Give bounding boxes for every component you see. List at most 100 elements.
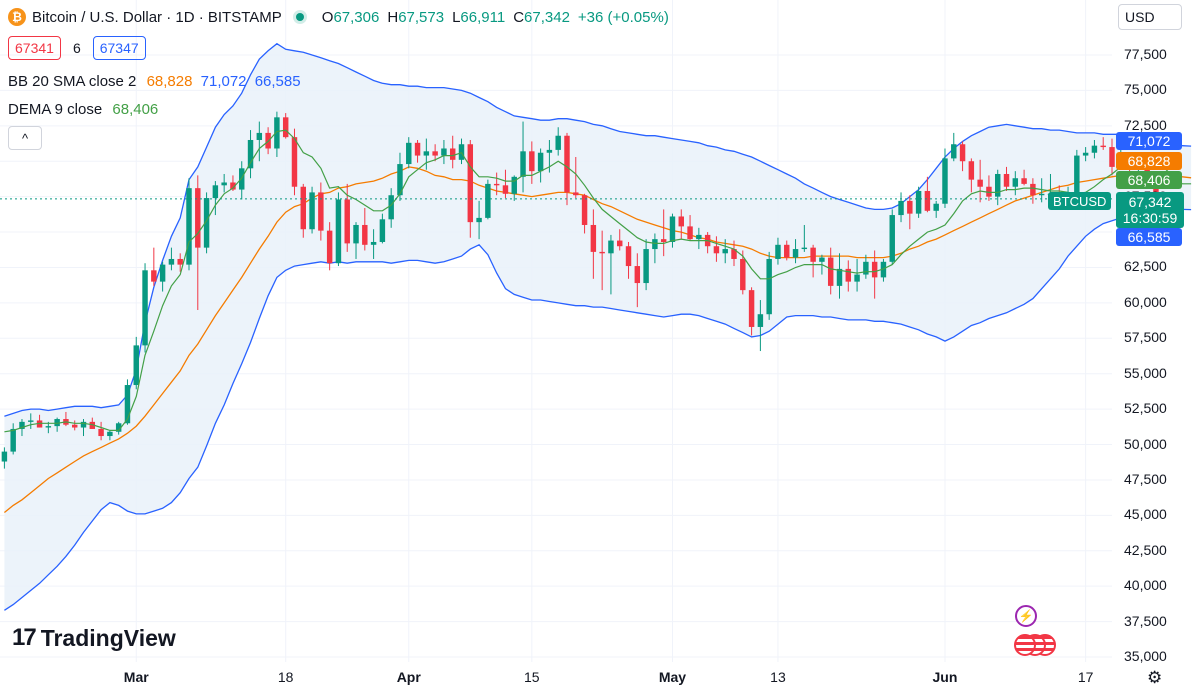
candle[interactable] — [748, 287, 755, 336]
candle[interactable] — [80, 419, 87, 437]
candle[interactable] — [186, 178, 192, 271]
settings-gear-icon[interactable]: ⚙ — [1147, 668, 1163, 687]
candle[interactable] — [520, 121, 526, 193]
candle[interactable] — [326, 222, 333, 271]
candle[interactable] — [291, 128, 298, 196]
candle[interactable] — [678, 209, 684, 240]
candle[interactable] — [318, 182, 324, 241]
candle[interactable] — [1012, 171, 1019, 196]
candle[interactable] — [608, 234, 614, 295]
candle[interactable] — [801, 224, 808, 252]
candle[interactable] — [880, 258, 887, 282]
candle[interactable] — [115, 421, 122, 435]
candle[interactable] — [757, 300, 764, 352]
candle[interactable] — [441, 139, 447, 165]
candle[interactable] — [731, 240, 737, 267]
candle[interactable] — [573, 156, 579, 199]
candle[interactable] — [168, 247, 175, 271]
candle[interactable] — [784, 240, 790, 261]
candle[interactable] — [871, 250, 878, 299]
buy-price-button[interactable]: 67347 — [92, 36, 146, 60]
us-flag-icon[interactable] — [1014, 634, 1036, 656]
candle[interactable] — [863, 254, 869, 279]
candle[interactable] — [713, 236, 720, 262]
candle[interactable] — [722, 239, 728, 264]
candle[interactable] — [959, 141, 966, 172]
candle[interactable] — [1091, 139, 1098, 159]
candle[interactable] — [669, 213, 676, 248]
candle[interactable] — [555, 127, 561, 156]
candle[interactable] — [1003, 166, 1010, 191]
currency-button[interactable]: USD — [1118, 4, 1182, 30]
candle[interactable] — [379, 213, 386, 244]
candle[interactable] — [502, 169, 509, 199]
candle[interactable] — [740, 250, 746, 295]
candle[interactable] — [274, 111, 280, 157]
candle[interactable] — [915, 186, 922, 218]
candle[interactable] — [485, 179, 491, 220]
candle[interactable] — [599, 230, 605, 291]
candle[interactable] — [1109, 138, 1115, 176]
candle[interactable] — [282, 113, 289, 139]
candle[interactable] — [564, 132, 570, 206]
candle[interactable] — [511, 175, 517, 201]
candle[interactable] — [537, 148, 544, 183]
candle[interactable] — [766, 251, 772, 320]
candle[interactable] — [177, 253, 183, 272]
candle[interactable] — [845, 260, 852, 292]
candle[interactable] — [388, 188, 394, 228]
symbol-title[interactable]: Bitcoin / U.S. Dollar · 1D · BITSTAMP — [32, 8, 282, 26]
lightning-icon[interactable]: ⚡ — [1015, 605, 1037, 627]
candle[interactable] — [71, 420, 78, 431]
candle[interactable] — [300, 183, 306, 238]
candle[interactable] — [1100, 137, 1106, 150]
candle[interactable] — [854, 258, 860, 292]
candle[interactable] — [1021, 169, 1027, 186]
candle[interactable] — [432, 144, 438, 162]
candle[interactable] — [36, 414, 43, 428]
candle[interactable] — [1038, 178, 1045, 203]
candle[interactable] — [247, 130, 254, 179]
candle[interactable] — [309, 186, 315, 234]
candle[interactable] — [133, 336, 139, 390]
candle[interactable] — [159, 261, 166, 292]
candle[interactable] — [529, 141, 535, 184]
candle[interactable] — [28, 413, 34, 429]
candle[interactable] — [221, 173, 227, 193]
candle[interactable] — [836, 253, 843, 299]
candle[interactable] — [124, 379, 131, 425]
candle[interactable] — [10, 423, 16, 455]
candle[interactable] — [827, 247, 834, 295]
candle[interactable] — [590, 209, 597, 279]
candle[interactable] — [951, 132, 957, 162]
candle[interactable] — [362, 207, 368, 251]
candle[interactable] — [617, 229, 623, 251]
candle[interactable] — [977, 159, 983, 203]
candle[interactable] — [476, 200, 482, 240]
candle[interactable] — [898, 192, 904, 223]
candle[interactable] — [1, 447, 8, 469]
candle[interactable] — [933, 200, 939, 218]
candle[interactable] — [449, 135, 456, 169]
candle[interactable] — [652, 233, 658, 264]
candle[interactable] — [142, 263, 148, 353]
candle[interactable] — [107, 430, 113, 441]
candle[interactable] — [151, 247, 157, 286]
candle[interactable] — [775, 237, 781, 265]
candle[interactable] — [625, 241, 632, 279]
candle[interactable] — [212, 181, 219, 216]
candle[interactable] — [414, 139, 421, 163]
candle[interactable] — [810, 244, 816, 278]
candle[interactable] — [696, 227, 702, 250]
collapse-legend-button[interactable]: ^ — [8, 126, 42, 150]
candle[interactable] — [353, 222, 359, 259]
candle[interactable] — [994, 169, 1001, 206]
candle[interactable] — [792, 239, 799, 264]
candle[interactable] — [889, 209, 895, 265]
candle[interactable] — [634, 253, 641, 308]
candle[interactable] — [968, 158, 975, 193]
candle[interactable] — [195, 175, 201, 310]
candle[interactable] — [98, 421, 104, 441]
candle[interactable] — [581, 193, 588, 234]
